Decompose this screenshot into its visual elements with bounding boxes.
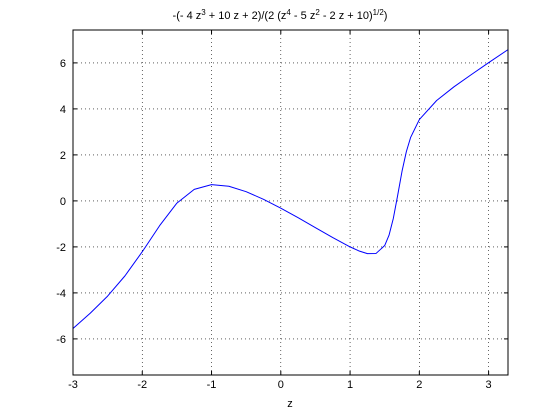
y-tick-label: 2 <box>60 150 66 162</box>
x-tick-label: 1 <box>347 379 353 391</box>
y-tick-label: 0 <box>60 196 66 208</box>
chart-title: -(- 4 z3 + 10 z + 2)/(2 (z4 - 5 z2 - 2 z… <box>173 8 388 23</box>
title-text: -(- 4 z <box>173 10 202 22</box>
title-superscript: 2 <box>315 8 320 17</box>
title-text: - 5 z <box>291 10 315 22</box>
x-tick-label: 0 <box>278 379 284 391</box>
x-tick-label: -1 <box>207 379 217 391</box>
x-tick-label: -3 <box>68 379 78 391</box>
y-tick-label: 6 <box>60 58 66 70</box>
title-superscript: 1/2 <box>373 8 385 17</box>
y-tick-label: -6 <box>56 334 66 346</box>
x-tick-label: -2 <box>137 379 147 391</box>
x-tick-label: 3 <box>486 379 492 391</box>
title-text: ) <box>384 10 388 22</box>
y-tick-label: -2 <box>56 242 66 254</box>
axes-box <box>72 29 509 376</box>
title-text: - 2 z + 10) <box>320 10 373 22</box>
x-axis-label: z <box>287 398 293 410</box>
plot-area <box>73 30 508 375</box>
y-tick-label: 4 <box>60 104 66 116</box>
title-superscript: 4 <box>286 8 291 17</box>
x-tick-label: 2 <box>416 379 422 391</box>
y-tick-label: -4 <box>56 288 66 300</box>
title-superscript: 3 <box>201 8 206 17</box>
line <box>72 49 509 329</box>
title-text: + 10 z + 2)/(2 (z <box>206 10 287 22</box>
